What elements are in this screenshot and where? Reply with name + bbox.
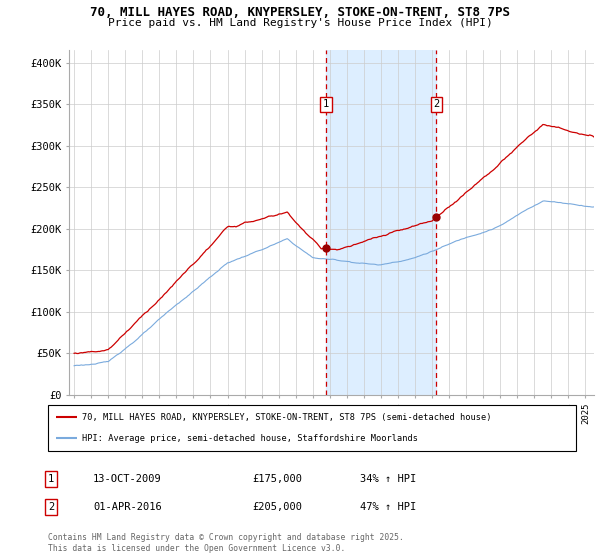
Text: 01-APR-2016: 01-APR-2016 (93, 502, 162, 512)
Text: £175,000: £175,000 (252, 474, 302, 484)
Text: 34% ↑ HPI: 34% ↑ HPI (360, 474, 416, 484)
Text: 70, MILL HAYES ROAD, KNYPERSLEY, STOKE-ON-TRENT, ST8 7PS (semi-detached house): 70, MILL HAYES ROAD, KNYPERSLEY, STOKE-O… (82, 413, 492, 422)
Text: 1: 1 (323, 99, 329, 109)
Text: 13-OCT-2009: 13-OCT-2009 (93, 474, 162, 484)
Text: Price paid vs. HM Land Registry's House Price Index (HPI): Price paid vs. HM Land Registry's House … (107, 18, 493, 28)
Text: 2: 2 (433, 99, 439, 109)
Bar (326, 50, 436, 395)
Text: Contains HM Land Registry data © Crown copyright and database right 2025.
This d: Contains HM Land Registry data © Crown c… (48, 533, 404, 553)
Text: 2: 2 (48, 502, 54, 512)
Text: £205,000: £205,000 (252, 502, 302, 512)
Text: 70, MILL HAYES ROAD, KNYPERSLEY, STOKE-ON-TRENT, ST8 7PS: 70, MILL HAYES ROAD, KNYPERSLEY, STOKE-O… (90, 6, 510, 18)
Text: 47% ↑ HPI: 47% ↑ HPI (360, 502, 416, 512)
FancyBboxPatch shape (48, 405, 576, 451)
Text: 1: 1 (48, 474, 54, 484)
Text: HPI: Average price, semi-detached house, Staffordshire Moorlands: HPI: Average price, semi-detached house,… (82, 434, 418, 443)
